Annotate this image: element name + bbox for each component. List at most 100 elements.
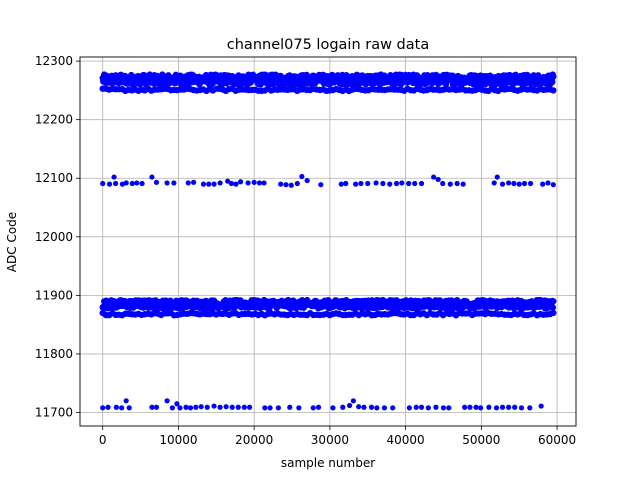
data-point [433,404,439,410]
y-tick-label: 12100 [35,171,73,185]
x-tick-label: 10000 [159,433,197,447]
data-point [174,401,180,407]
y-tick-label: 11800 [35,347,73,361]
x-axis: 0 10000 20000 30000 40000 50000 60000 [99,426,576,447]
data-point [486,404,492,410]
data-point [112,180,119,187]
data-point [256,180,263,186]
data-point [491,180,497,186]
data-point [278,181,284,187]
data-point [129,180,135,187]
data-point [380,180,386,187]
data-point [296,405,302,411]
data-point [200,181,207,187]
data-point [153,179,160,185]
data-point [413,404,419,410]
data-point [506,180,512,186]
x-tick-label: 30000 [311,433,349,447]
data-point [164,398,170,404]
data-point [245,180,251,186]
data-point [425,405,431,411]
data-point [343,180,349,187]
data-point [169,405,175,411]
data-point [261,180,267,186]
data-point [251,179,257,185]
band-point [549,304,556,311]
data-point [435,176,441,183]
chart-title: channel075 logain raw data [227,37,429,53]
data-point [204,404,210,410]
data-point [390,405,396,411]
data-point [412,180,418,187]
y-tick-label: 12200 [35,113,73,127]
data-point [100,405,106,411]
data-point [418,404,425,410]
data-point [229,404,235,410]
data-point [340,404,346,410]
data-point [134,180,140,186]
data-point [206,181,212,187]
data-point [126,405,132,411]
data-point [493,405,500,411]
data-point [330,405,336,411]
data-point [527,405,533,411]
data-point [275,405,281,411]
data-point [149,174,155,180]
data-point [431,174,437,180]
data-point [113,404,119,410]
data-point [499,404,506,410]
data-points [99,71,557,411]
data-point [153,404,160,410]
data-point [235,404,241,410]
data-point [346,402,353,409]
data-point [247,404,253,410]
data-point [287,404,293,410]
band-point [550,73,557,80]
y-tick-label: 11900 [35,288,73,302]
data-point [217,404,223,410]
data-point [387,181,393,187]
x-tick-label: 0 [99,433,107,447]
data-point [177,405,183,411]
data-point [506,404,512,410]
data-point [315,404,322,410]
data-point [358,180,364,187]
data-point [454,180,460,187]
data-point [538,403,544,409]
data-point [171,180,177,186]
data-point [393,180,400,187]
plot-area-frame [79,56,577,427]
data-point [119,405,125,411]
data-point [223,404,229,410]
band-point [550,87,557,94]
band-point [550,309,557,317]
data-point [550,182,556,188]
data-point [211,403,217,409]
data-point [228,180,235,187]
data-point [353,181,359,187]
data-point [193,404,199,410]
x-tick-label: 60000 [538,433,576,447]
data-point [241,404,247,410]
band-point [257,80,265,87]
data-point [418,180,425,187]
data-point [512,404,518,410]
data-point [361,404,367,410]
data-point [406,405,413,411]
data-point [473,404,479,410]
data-point [304,177,310,184]
data-point [123,398,129,404]
data-point [494,174,500,180]
data-point [106,181,113,187]
band-point [549,78,556,86]
data-point [440,405,447,411]
data-point [198,404,204,410]
band-point [550,298,557,305]
data-point [233,181,239,187]
data-point [139,180,145,187]
data-point [123,180,129,186]
y-tick-label: 11700 [35,406,73,420]
data-point [294,180,300,187]
data-point [467,404,473,410]
